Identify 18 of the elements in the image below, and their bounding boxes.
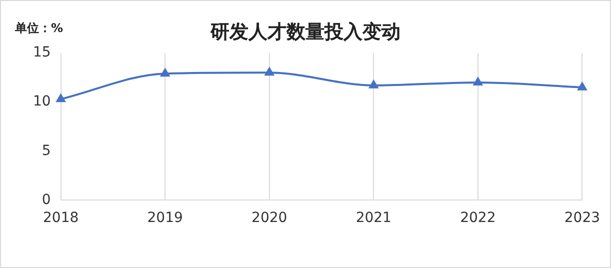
x-tick-label: 2020 bbox=[252, 210, 288, 226]
x-tick-label: 2023 bbox=[564, 210, 600, 226]
point bbox=[578, 82, 587, 90]
chart-title: 研发人才数量投入变动 bbox=[210, 21, 400, 43]
y-axis-title: 单位：% bbox=[15, 20, 64, 37]
point bbox=[160, 68, 170, 77]
y-tick-label: 10 bbox=[32, 94, 51, 110]
x-tick-label: 2021 bbox=[356, 210, 392, 226]
point bbox=[264, 68, 274, 76]
x-tick-label: 2018 bbox=[42, 210, 79, 226]
point bbox=[473, 77, 482, 86]
point bbox=[369, 80, 378, 88]
x-tick-label: 2019 bbox=[147, 210, 183, 226]
x-tick-label: 2022 bbox=[460, 210, 496, 226]
point bbox=[56, 94, 66, 102]
y-tick-label: 0 bbox=[42, 192, 51, 208]
y-tick-label: 5 bbox=[42, 142, 51, 159]
y-tick-label: 15 bbox=[32, 44, 51, 61]
